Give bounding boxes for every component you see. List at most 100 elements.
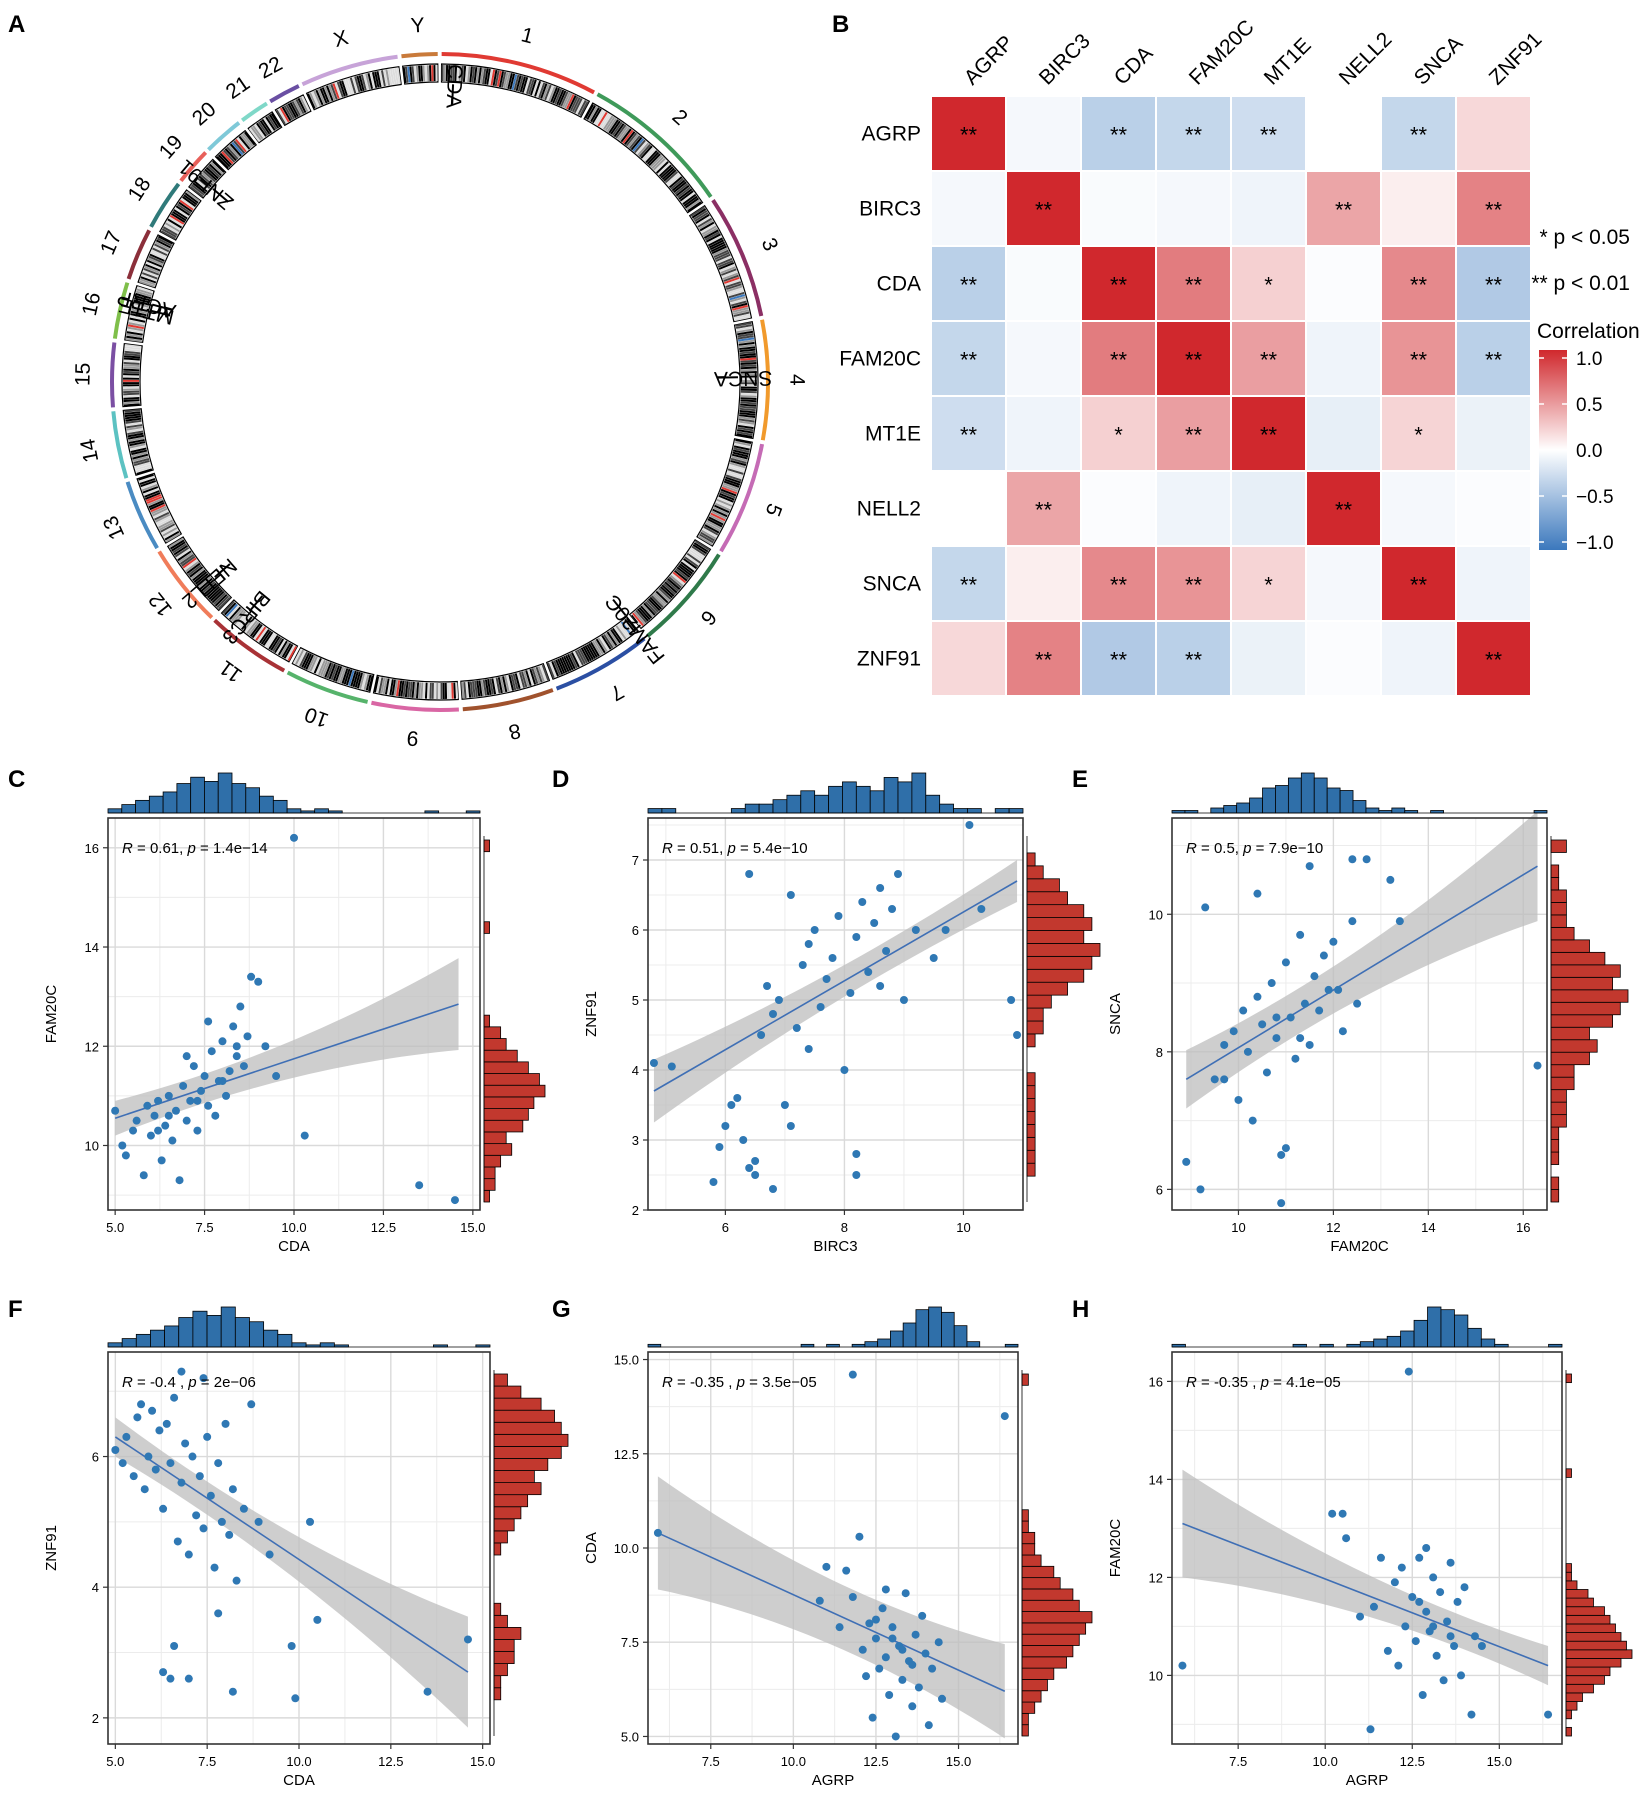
ideogram-band [123, 403, 140, 407]
confidence-band [1186, 811, 1538, 1109]
data-point [842, 1566, 851, 1575]
data-point [1376, 1553, 1385, 1562]
histogram-bar-right [493, 1651, 515, 1664]
ideogram-band [740, 380, 757, 383]
histogram-bar-right [1565, 1606, 1605, 1616]
data-point [199, 1374, 208, 1383]
ideogram-band [172, 543, 187, 554]
ideogram-band [523, 77, 531, 94]
ideogram-band [538, 82, 546, 99]
data-point [195, 1472, 204, 1481]
histogram-bar-top [1313, 777, 1328, 814]
significance-mark: ** [1035, 198, 1053, 223]
ideogram-band [712, 247, 728, 257]
gene-tick [214, 563, 231, 578]
histogram-bar-top [234, 1317, 250, 1348]
ideogram-band [592, 108, 602, 124]
chromosome-track-22 [269, 84, 300, 104]
ideogram-band [266, 633, 277, 649]
histogram-bar-top [842, 781, 857, 814]
p-label: p [726, 840, 735, 857]
ideogram-band [206, 586, 221, 599]
ideogram-band [424, 682, 428, 699]
ideogram-band [132, 453, 149, 460]
ideogram-band [132, 455, 149, 462]
data-point [977, 905, 986, 913]
gene-tick [612, 598, 627, 616]
x-tick-label: 12.5 [1400, 1754, 1425, 1769]
ideogram-band [512, 673, 519, 690]
data-point [1415, 1597, 1424, 1606]
ideogram-band [341, 80, 348, 97]
ideogram-band [519, 76, 526, 93]
ideogram-band [728, 291, 745, 299]
heatmap-cell [1230, 620, 1307, 697]
data-point [168, 1136, 177, 1145]
data-point [934, 1638, 943, 1647]
ideogram-band [574, 650, 584, 666]
ideogram-band [663, 169, 677, 182]
ideogram-band [625, 617, 638, 632]
ideogram-band [646, 151, 660, 165]
ideogram-band [152, 507, 168, 517]
r-value: = 0.5, [1197, 840, 1243, 857]
data-point [1272, 1013, 1281, 1022]
histogram-bar-right [1565, 1589, 1589, 1599]
data-point [1329, 937, 1338, 946]
chromosome-track-3 [711, 199, 764, 317]
ideogram-band [733, 313, 750, 320]
data-point [834, 912, 843, 920]
ideogram-band [174, 546, 190, 558]
data-point [876, 884, 885, 892]
ideogram-band [694, 540, 710, 551]
data-point [236, 1002, 245, 1011]
ideogram-band [173, 209, 188, 220]
heatmap-col-label: MT1E [1260, 34, 1316, 90]
heatmap-col-label: CDA [1110, 42, 1158, 90]
data-point [1305, 1040, 1314, 1049]
regression-line [657, 1532, 1006, 1692]
ideogram-band [285, 644, 296, 660]
ideogram-band [433, 682, 437, 699]
ideogram-band [491, 678, 497, 695]
confidence-band [653, 860, 1018, 1123]
heatmap-cell [1005, 470, 1082, 547]
ideogram-band [510, 674, 517, 691]
ideogram-band [490, 69, 496, 86]
ideogram-band [740, 403, 757, 407]
x-tick-label: 10.0 [281, 1220, 306, 1235]
ideogram-band [178, 552, 193, 563]
histogram-bar-right [493, 1446, 562, 1459]
ideogram-band [257, 627, 268, 643]
data-point [200, 1072, 209, 1081]
ideogram-band [356, 75, 363, 92]
colorbar-tick-label: 0.5 [1576, 395, 1602, 416]
data-point [721, 1122, 730, 1130]
ideogram-band [684, 556, 699, 568]
p-label: p [186, 840, 195, 857]
y-tick-label: 10 [1149, 1668, 1163, 1683]
histogram-bar-right [1550, 1026, 1590, 1041]
ideogram-band [180, 197, 195, 209]
histogram-bar-right [493, 1409, 555, 1423]
ideogram-band [735, 321, 752, 327]
ideogram-band [172, 210, 187, 222]
ideogram-band [542, 83, 550, 100]
ideogram-band [124, 348, 141, 353]
ideogram-band [196, 177, 211, 189]
ideogram-band [515, 75, 522, 92]
ideogram-band [718, 262, 735, 270]
ideogram-band [262, 631, 274, 646]
ideogram-band [418, 682, 422, 699]
data-point [415, 1181, 424, 1190]
data-point [300, 1131, 309, 1140]
ideogram-band [555, 659, 564, 675]
ideogram-band [497, 677, 503, 694]
ideogram-band [467, 66, 471, 83]
y-tick-label: 6 [632, 923, 639, 938]
ideogram-band [144, 492, 161, 500]
ideogram-band [204, 168, 218, 181]
heatmap-cell [1230, 170, 1307, 247]
ideogram-band [720, 266, 736, 274]
data-point [888, 1623, 897, 1632]
